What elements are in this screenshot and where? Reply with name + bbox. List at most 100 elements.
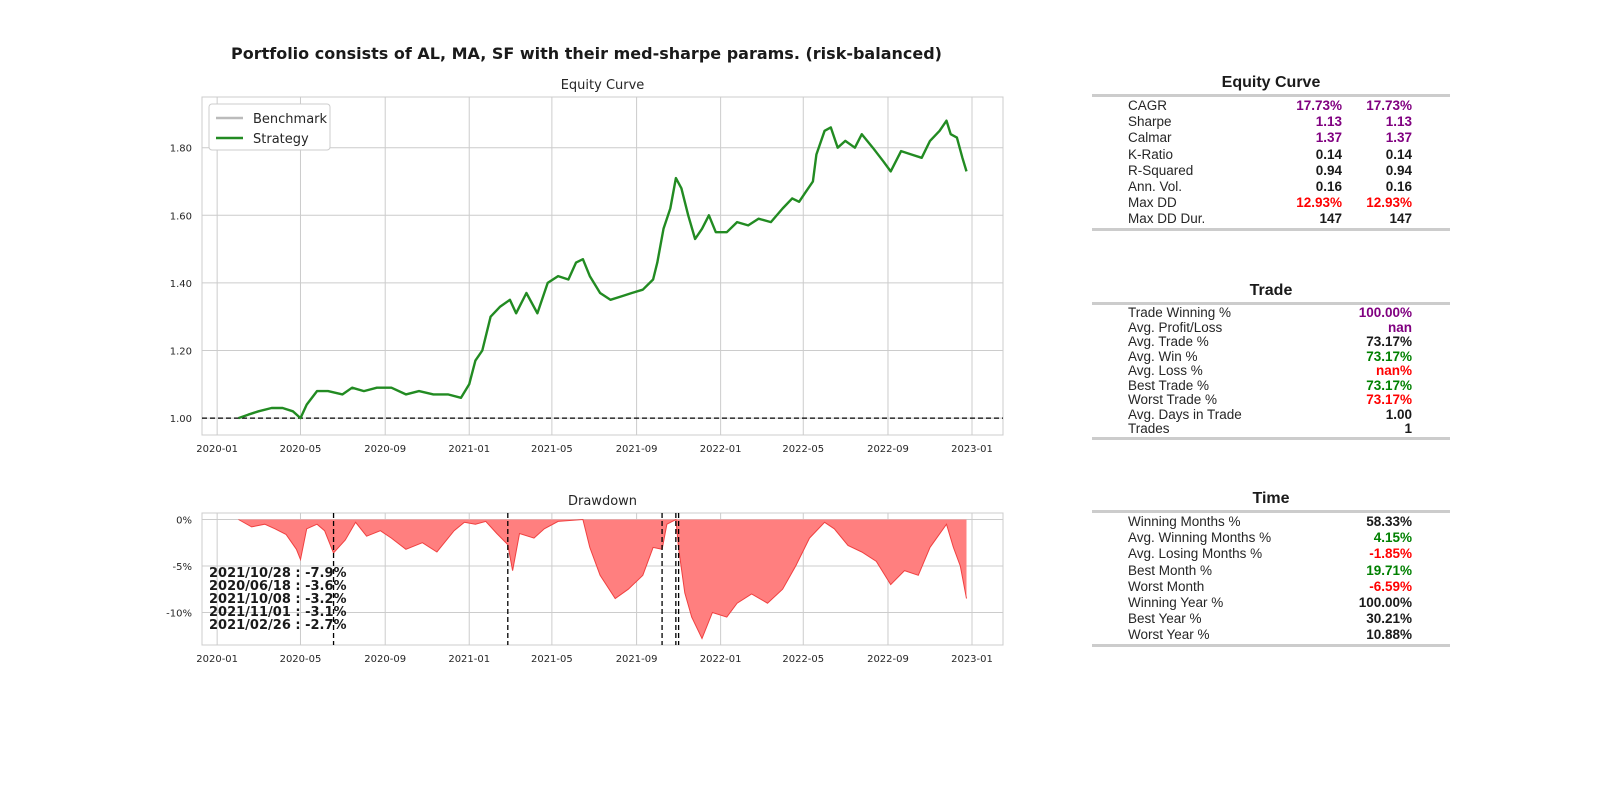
x-tick-label: 2023-01: [951, 654, 993, 665]
stats-row: CAGR 17.73% 17.73%: [1092, 98, 1450, 114]
drawdown-area: [238, 519, 967, 639]
x-tick-label: 2022-05: [782, 654, 824, 665]
stats-label: Worst Trade %: [1128, 392, 1218, 407]
stats-row: Avg. Win % 73.17%: [1092, 348, 1450, 365]
stats-label: R-Squared: [1128, 162, 1194, 178]
stats-value: 10.88%: [1366, 627, 1412, 643]
stats-row: Ann. Vol. 0.16 0.16: [1092, 179, 1450, 195]
x-tick-label: 2021-01: [448, 654, 490, 665]
stats-row: K-Ratio 0.14 0.14: [1092, 147, 1450, 163]
stats-table-title: Trade: [1249, 282, 1293, 299]
stats-value: 4.15%: [1373, 530, 1412, 546]
x-tick-label: 2021-05: [531, 444, 573, 455]
stats-row: Trade Winning % 100.00%: [1092, 305, 1450, 321]
stats-value-primary: 1.37: [1315, 130, 1342, 146]
drawdown-annotation: 2021/11/01 : -3.1%: [209, 605, 347, 620]
x-tick-label: 2021-09: [616, 654, 658, 665]
stats-value-primary: 12.93%: [1296, 195, 1342, 211]
stats-table-body: Winning Months % 58.33% Avg. Winning Month…: [1092, 513, 1450, 644]
x-tick-label: 2020-01: [196, 444, 238, 455]
x-tick-label: 2022-01: [700, 654, 742, 665]
stats-row: Best Trade % 73.17%: [1092, 377, 1450, 394]
stats-label: Best Trade %: [1128, 377, 1210, 393]
stats-row: Best Year % 30.21%: [1092, 611, 1450, 627]
stats-table-time: Time Winning Months % 58.33% Avg. Winning M…: [1092, 488, 1450, 647]
x-tick-label: 2020-05: [280, 654, 322, 665]
stats-value: 0.16: [1385, 178, 1412, 194]
stats-table-trade: Trade Trade Winning % 100.00% Avg. Profit/L…: [1092, 280, 1450, 440]
x-tick-label: 2022-09: [867, 654, 909, 665]
stats-value: 147: [1389, 211, 1412, 227]
stats-value-primary: 17.73%: [1296, 98, 1342, 113]
stats-row: Worst Year % 10.88%: [1092, 627, 1450, 643]
x-tick-label: 2020-09: [364, 444, 406, 455]
stats-table-title: Time: [1252, 490, 1290, 507]
stats-row: Trades 1: [1092, 421, 1450, 437]
stats-label: Max DD Dur.: [1128, 211, 1206, 227]
chart-title: Drawdown: [568, 494, 637, 509]
drawdown-line: [238, 518, 967, 640]
stats-value: 0.14: [1385, 146, 1412, 162]
table-bottom-rule: [1092, 227, 1450, 231]
stats-value-primary: 0.14: [1315, 146, 1342, 162]
stats-label: Avg. Loss %: [1128, 363, 1203, 378]
stats-value: 73.17%: [1366, 348, 1412, 364]
stats-label: Trade Winning %: [1128, 305, 1232, 320]
stats-value: 1.00: [1385, 406, 1412, 422]
stats-label: Worst Month: [1128, 578, 1205, 594]
x-tick-label: 2022-09: [867, 444, 909, 455]
y-tick-label: 1.20: [170, 347, 192, 358]
stats-value: -6.59%: [1369, 578, 1412, 594]
stats-value: -1.85%: [1369, 546, 1412, 562]
table-bottom-rule: [1092, 643, 1450, 647]
table-top-rule: [1092, 302, 1450, 305]
drawdown-annotation: 2021/10/28 : -7.9%: [209, 566, 347, 581]
stats-row: Best Month % 19.71%: [1092, 563, 1450, 579]
stats-value: 30.21%: [1366, 611, 1412, 627]
stats-row: Avg. Loss % nan%: [1092, 363, 1450, 379]
stats-value: 1: [1404, 421, 1412, 436]
stats-table-title: Equity Curve: [1221, 74, 1321, 91]
stats-label: Avg. Win %: [1128, 348, 1198, 364]
y-tick-label: 1.40: [170, 279, 192, 290]
stats-label: Avg. Days in Trade: [1128, 406, 1242, 422]
table-top-rule: [1092, 94, 1450, 97]
x-tick-label: 2021-09: [616, 444, 658, 455]
stats-table-equity-curve: Equity Curve CAGR 17.73% 17.73% Sharpe 1.13 1.…: [1092, 72, 1450, 231]
stats-label: Sharpe: [1128, 114, 1172, 130]
stats-value: 100.00%: [1358, 594, 1412, 610]
stats-value: 1.13: [1385, 114, 1412, 130]
stats-row: Avg. Losing Months % -1.85%: [1092, 546, 1450, 562]
y-tick-label: 0%: [176, 516, 192, 527]
stats-label: Avg. Losing Months %: [1128, 546, 1263, 562]
y-tick-label: -10%: [166, 608, 192, 619]
stats-row: Worst Trade % 73.17%: [1092, 392, 1450, 408]
stats-value: 19.71%: [1366, 562, 1412, 578]
stats-row: Winning Months % 58.33%: [1092, 514, 1450, 530]
stats-row: Max DD Dur. 147 147: [1092, 211, 1450, 227]
stats-label: Winning Year %: [1128, 594, 1224, 610]
x-tick-label: 2020-05: [280, 444, 322, 455]
stats-row: Winning Year % 100.00%: [1092, 595, 1450, 611]
y-tick-label: -5%: [173, 562, 192, 573]
stats-row: R-Squared 0.94 0.94: [1092, 163, 1450, 179]
stats-row: Avg. Winning Months % 4.15%: [1092, 530, 1450, 546]
drawdown-annotation: 2021/10/08 : -3.2%: [209, 592, 347, 607]
stats-label: Avg. Winning Months %: [1128, 530, 1272, 546]
stats-label: Max DD: [1128, 195, 1177, 211]
stats-value: 0.94: [1385, 162, 1412, 178]
stats-value: 100.00%: [1358, 305, 1412, 320]
stats-value-primary: 0.16: [1315, 178, 1342, 194]
table-top-rule: [1092, 510, 1450, 513]
chart-title: Equity Curve: [561, 78, 645, 93]
stats-row: Avg. Days in Trade 1.00: [1092, 406, 1450, 423]
stats-value: 58.33%: [1366, 514, 1412, 529]
stats-value: 73.17%: [1366, 377, 1412, 393]
x-tick-label: 2021-01: [448, 444, 490, 455]
x-tick-label: 2022-05: [782, 444, 824, 455]
stats-value: 73.17%: [1366, 392, 1412, 407]
drawdown-annotation: 2020/06/18 : -3.6%: [209, 579, 347, 594]
stats-label: K-Ratio: [1128, 146, 1174, 162]
y-tick-label: 1.60: [170, 211, 192, 222]
